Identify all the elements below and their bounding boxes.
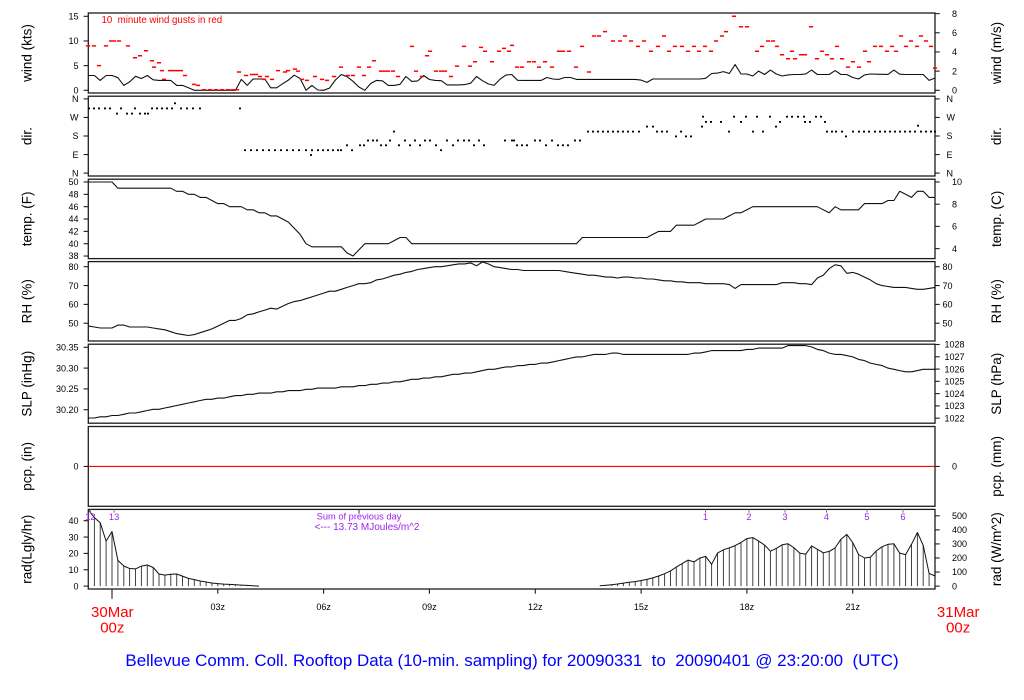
svg-text:S: S bbox=[947, 131, 953, 141]
svg-text:6: 6 bbox=[952, 222, 957, 232]
svg-text:4: 4 bbox=[952, 47, 957, 57]
svg-text:15z: 15z bbox=[634, 602, 649, 612]
svg-text:5: 5 bbox=[73, 61, 78, 71]
svg-text:temp. (C): temp. (C) bbox=[989, 191, 1004, 247]
svg-text:<--- 13.73 MJoules/m^2: <--- 13.73 MJoules/m^2 bbox=[314, 522, 419, 533]
svg-text:30Mar: 30Mar bbox=[91, 604, 134, 621]
svg-text:4: 4 bbox=[952, 244, 957, 254]
svg-text:200: 200 bbox=[952, 553, 967, 563]
svg-text:Sum of previous day: Sum of previous day bbox=[317, 512, 402, 522]
svg-text:E: E bbox=[72, 150, 78, 160]
svg-text:N: N bbox=[947, 168, 954, 178]
svg-text:06z: 06z bbox=[316, 602, 331, 612]
svg-text:13: 13 bbox=[109, 512, 119, 522]
svg-text:42: 42 bbox=[68, 227, 78, 237]
svg-text:1024: 1024 bbox=[945, 389, 965, 399]
svg-text:12z: 12z bbox=[528, 602, 543, 612]
svg-text:00z: 00z bbox=[946, 619, 970, 636]
svg-text:10: 10 bbox=[68, 565, 78, 575]
svg-text:30.25: 30.25 bbox=[56, 384, 79, 394]
svg-text:rad (W/m^2): rad (W/m^2) bbox=[989, 512, 1004, 586]
svg-text:70: 70 bbox=[943, 281, 953, 291]
svg-text:60: 60 bbox=[943, 300, 953, 310]
svg-text:30: 30 bbox=[68, 532, 78, 542]
svg-text:N: N bbox=[72, 168, 79, 178]
svg-text:15: 15 bbox=[68, 12, 78, 22]
svg-text:W: W bbox=[947, 113, 956, 123]
svg-text:wind (m/s): wind (m/s) bbox=[989, 22, 1004, 85]
svg-text:3: 3 bbox=[782, 512, 787, 522]
svg-text:60: 60 bbox=[68, 300, 78, 310]
svg-text:0: 0 bbox=[952, 86, 957, 96]
svg-text:0: 0 bbox=[73, 581, 78, 591]
svg-text:80: 80 bbox=[943, 262, 953, 272]
svg-text:RH (%): RH (%) bbox=[989, 279, 1004, 323]
svg-text:0: 0 bbox=[952, 581, 957, 591]
svg-text:18z: 18z bbox=[740, 602, 755, 612]
svg-text:10: 10 bbox=[68, 36, 78, 46]
svg-text:12: 12 bbox=[85, 512, 95, 522]
svg-text:48: 48 bbox=[68, 190, 78, 200]
svg-text:1023: 1023 bbox=[945, 401, 965, 411]
svg-text:5: 5 bbox=[864, 512, 869, 522]
svg-text:20: 20 bbox=[68, 549, 78, 559]
svg-text:1: 1 bbox=[703, 512, 708, 522]
svg-text:S: S bbox=[72, 131, 78, 141]
svg-text:50: 50 bbox=[68, 177, 78, 187]
svg-text:8: 8 bbox=[952, 9, 957, 19]
svg-text:46: 46 bbox=[68, 202, 78, 212]
svg-text:1022: 1022 bbox=[945, 413, 965, 423]
svg-text:SLP (hPa): SLP (hPa) bbox=[989, 353, 1004, 415]
svg-text:70: 70 bbox=[68, 281, 78, 291]
svg-text:31Mar: 31Mar bbox=[937, 604, 980, 621]
svg-text:10 minute wind gusts in red: 10 minute wind gusts in red bbox=[102, 15, 223, 26]
svg-text:40: 40 bbox=[68, 516, 78, 526]
svg-text:N: N bbox=[72, 94, 79, 104]
svg-text:10: 10 bbox=[952, 177, 962, 187]
svg-text:38: 38 bbox=[68, 251, 78, 261]
svg-text:30.35: 30.35 bbox=[56, 343, 79, 353]
svg-text:2: 2 bbox=[952, 66, 957, 76]
svg-text:0: 0 bbox=[73, 86, 78, 96]
svg-text:wind (kts): wind (kts) bbox=[20, 24, 35, 83]
svg-text:09z: 09z bbox=[422, 602, 437, 612]
svg-text:50: 50 bbox=[68, 318, 78, 328]
svg-text:0: 0 bbox=[73, 462, 78, 472]
svg-text:500: 500 bbox=[952, 511, 967, 521]
svg-text:40: 40 bbox=[68, 239, 78, 249]
svg-text:E: E bbox=[947, 150, 953, 160]
svg-text:100: 100 bbox=[952, 567, 967, 577]
svg-text:03z: 03z bbox=[211, 602, 226, 612]
svg-text:pcp. (mm): pcp. (mm) bbox=[989, 436, 1004, 497]
svg-text:4: 4 bbox=[824, 512, 829, 522]
svg-text:8: 8 bbox=[952, 199, 957, 209]
svg-text:80: 80 bbox=[68, 262, 78, 272]
svg-text:6: 6 bbox=[900, 512, 905, 522]
svg-text:rad(Lgly/hr): rad(Lgly/hr) bbox=[20, 515, 35, 584]
svg-text:RH (%): RH (%) bbox=[20, 279, 35, 323]
svg-text:W: W bbox=[70, 113, 79, 123]
svg-text:0: 0 bbox=[952, 462, 957, 472]
svg-text:400: 400 bbox=[952, 525, 967, 535]
svg-text:dir.: dir. bbox=[20, 127, 35, 145]
svg-text:44: 44 bbox=[68, 214, 78, 224]
svg-text:SLP (inHg): SLP (inHg) bbox=[20, 351, 35, 417]
svg-text:50: 50 bbox=[943, 318, 953, 328]
svg-text:temp. (F): temp. (F) bbox=[20, 192, 35, 247]
svg-text:6: 6 bbox=[952, 28, 957, 38]
svg-text:dir.: dir. bbox=[989, 127, 1004, 145]
svg-text:pcp. (in): pcp. (in) bbox=[20, 442, 35, 491]
svg-text:1025: 1025 bbox=[945, 377, 965, 387]
svg-text:21z: 21z bbox=[845, 602, 860, 612]
svg-text:N: N bbox=[947, 94, 954, 104]
svg-text:30.30: 30.30 bbox=[56, 363, 79, 373]
svg-text:30.20: 30.20 bbox=[56, 405, 79, 415]
svg-text:1027: 1027 bbox=[945, 352, 965, 362]
svg-text:2: 2 bbox=[746, 512, 751, 522]
svg-text:Bellevue Comm. Coll. Rooftop D: Bellevue Comm. Coll. Rooftop Data (10-mi… bbox=[125, 651, 898, 670]
svg-text:1028: 1028 bbox=[945, 340, 965, 350]
svg-text:1026: 1026 bbox=[945, 364, 965, 374]
svg-text:300: 300 bbox=[952, 539, 967, 549]
svg-text:00z: 00z bbox=[100, 619, 124, 636]
